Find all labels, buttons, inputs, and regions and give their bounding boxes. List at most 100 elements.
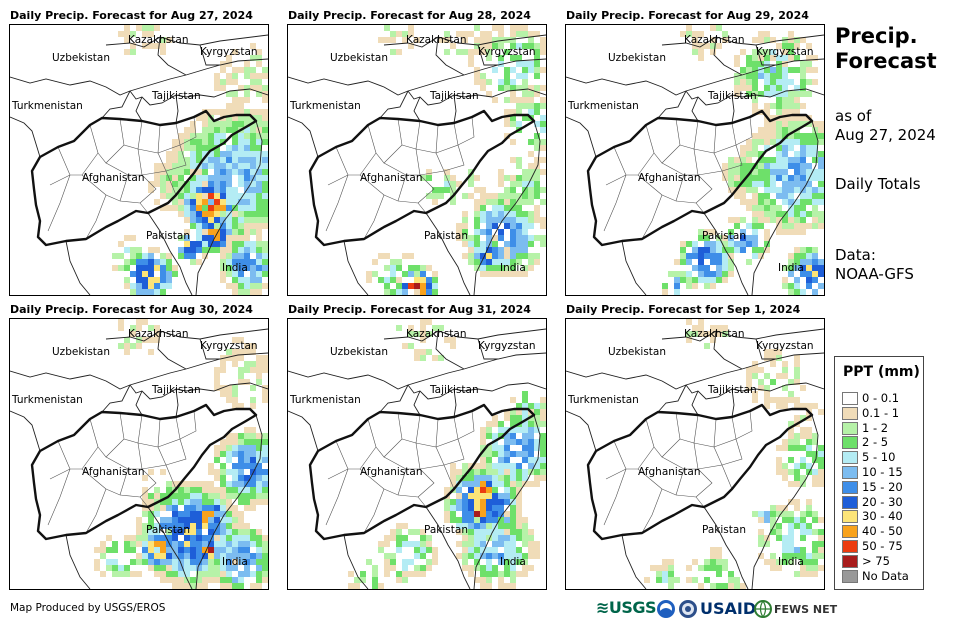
legend-label: 10 - 15	[862, 465, 903, 479]
label-tajikistan: Tajikistan	[151, 90, 201, 102]
data-source-label: Data:	[835, 246, 876, 264]
forecast-map-2: Kazakhstan Uzbekistan Kyrgyzstan Tajikistan…	[287, 24, 547, 296]
label-uzbekistan: Uzbekistan	[52, 52, 110, 64]
legend-swatch	[842, 540, 858, 553]
legend-label: 1 - 2	[862, 420, 889, 435]
globe-icon	[754, 600, 772, 622]
label-kyrgyzstan: Kyrgyzstan	[200, 340, 258, 352]
seal-logo-icon	[678, 599, 698, 623]
label-uzbekistan: Uzbekistan	[608, 346, 666, 358]
label-turkmenistan: Turkmenistan	[289, 100, 361, 112]
label-uzbekistan: Uzbekistan	[330, 346, 388, 358]
country-borders	[10, 34, 268, 295]
data-source: Data: NOAA-GFS	[835, 246, 914, 284]
legend-label: 20 - 30	[862, 494, 903, 509]
side-title-line1: Precip.	[835, 24, 918, 48]
label-tajikistan: Tajikistan	[429, 90, 479, 102]
label-india: India	[500, 556, 526, 568]
forecast-map-6: Kazakhstan Uzbekistan Kyrgyzstan Tajikistan…	[565, 318, 825, 590]
label-turkmenistan: Turkmenistan	[567, 100, 639, 112]
afghanistan-outline	[308, 403, 536, 541]
legend-label: 5 - 10	[862, 450, 896, 465]
panel-title-1: Daily Precip. Forecast for Aug 27, 2024	[10, 9, 253, 22]
map-canvas: Kazakhstan Uzbekistan Kyrgyzstan Tajikistan…	[566, 25, 824, 295]
side-title: Precip. Forecast	[835, 24, 937, 74]
usgs-logo: ≋USGS	[596, 598, 657, 617]
label-tajikistan: Tajikistan	[429, 384, 479, 396]
label-india: India	[778, 556, 804, 568]
legend-label: 30 - 40	[862, 509, 903, 524]
province-boundaries	[325, 410, 475, 534]
legend-swatch	[842, 466, 858, 479]
legend-label: 0.1 - 1	[862, 405, 900, 420]
map-credit: Map Produced by USGS/EROS	[10, 602, 166, 614]
label-uzbekistan: Uzbekistan	[52, 346, 110, 358]
legend-swatch	[842, 554, 858, 568]
label-turkmenistan: Turkmenistan	[11, 100, 83, 112]
label-india: India	[778, 262, 804, 274]
legend-swatch	[842, 421, 858, 435]
precip-grid	[94, 319, 268, 589]
country-borders	[566, 34, 824, 295]
legend-label: 2 - 5	[862, 435, 889, 450]
legend-title: PPT (mm)	[843, 364, 920, 380]
label-pakistan: Pakistan	[146, 230, 190, 242]
map-canvas: Kazakhstan Uzbekistan Kyrgyzstan Tajikistan…	[288, 25, 546, 295]
label-uzbekistan: Uzbekistan	[330, 52, 388, 64]
map-canvas: Kazakhstan Uzbekistan Kyrgyzstan Tajikistan…	[566, 319, 824, 589]
label-afghanistan: Afghanistan	[638, 466, 701, 478]
legend-swatch	[842, 392, 858, 405]
label-kyrgyzstan: Kyrgyzstan	[478, 46, 536, 58]
label-pakistan: Pakistan	[702, 524, 746, 536]
panel-title-4: Daily Precip. Forecast for Aug 30, 2024	[10, 303, 253, 316]
label-pakistan: Pakistan	[702, 230, 746, 242]
label-kyrgyzstan: Kyrgyzstan	[478, 340, 536, 352]
legend-label: 15 - 20	[862, 479, 903, 494]
forecast-map-1: Kazakhstan Uzbekistan Kyrgyzstan Tajikistan…	[9, 24, 269, 296]
legend-label: No Data	[862, 568, 909, 583]
country-borders	[288, 328, 546, 589]
data-source-value: NOAA-GFS	[835, 265, 914, 283]
legend-label: 40 - 50	[862, 524, 903, 539]
legend-swatch	[842, 569, 858, 583]
country-borders	[288, 34, 546, 295]
forecast-map-3: Kazakhstan Uzbekistan Kyrgyzstan Tajikistan…	[565, 24, 825, 296]
label-tajikistan: Tajikistan	[151, 384, 201, 396]
legend-swatch	[842, 510, 858, 524]
as-of-date: as of Aug 27, 2024	[835, 107, 936, 145]
as-of-value: Aug 27, 2024	[835, 126, 936, 144]
label-india: India	[222, 262, 248, 274]
precip-grid	[644, 319, 824, 589]
label-afghanistan: Afghanistan	[638, 172, 701, 184]
daily-totals-label: Daily Totals	[835, 175, 921, 193]
usaid-logo: USAID	[700, 599, 757, 618]
legend-swatch	[842, 451, 858, 465]
forecast-map-4: Kazakhstan Uzbekistan Kyrgyzstan Tajikistan…	[9, 318, 269, 590]
label-kyrgyzstan: Kyrgyzstan	[756, 46, 814, 58]
precip-grid	[366, 25, 546, 295]
label-india: India	[500, 262, 526, 274]
legend-swatch	[842, 495, 858, 509]
label-afghanistan: Afghanistan	[360, 172, 423, 184]
as-of-label: as of	[835, 107, 872, 125]
label-kazakhstan: Kazakhstan	[406, 328, 467, 340]
panel-title-5: Daily Precip. Forecast for Aug 31, 2024	[288, 303, 531, 316]
label-kyrgyzstan: Kyrgyzstan	[200, 46, 258, 58]
label-india: India	[222, 556, 248, 568]
label-afghanistan: Afghanistan	[82, 172, 145, 184]
province-boundaries	[47, 116, 197, 240]
afghanistan-outline	[308, 109, 536, 247]
precip-grid	[112, 25, 268, 295]
panel-title-2: Daily Precip. Forecast for Aug 28, 2024	[288, 9, 531, 22]
legend-swatch	[842, 406, 858, 420]
label-kazakhstan: Kazakhstan	[406, 34, 467, 46]
forecast-map-5: Kazakhstan Uzbekistan Kyrgyzstan Tajikistan…	[287, 318, 547, 590]
label-tajikistan: Tajikistan	[707, 90, 757, 102]
label-pakistan: Pakistan	[424, 230, 468, 242]
label-kazakhstan: Kazakhstan	[684, 328, 745, 340]
label-turkmenistan: Turkmenistan	[567, 394, 639, 406]
province-boundaries	[603, 116, 753, 240]
province-boundaries	[603, 410, 753, 534]
legend-swatch	[842, 525, 858, 539]
label-afghanistan: Afghanistan	[360, 466, 423, 478]
